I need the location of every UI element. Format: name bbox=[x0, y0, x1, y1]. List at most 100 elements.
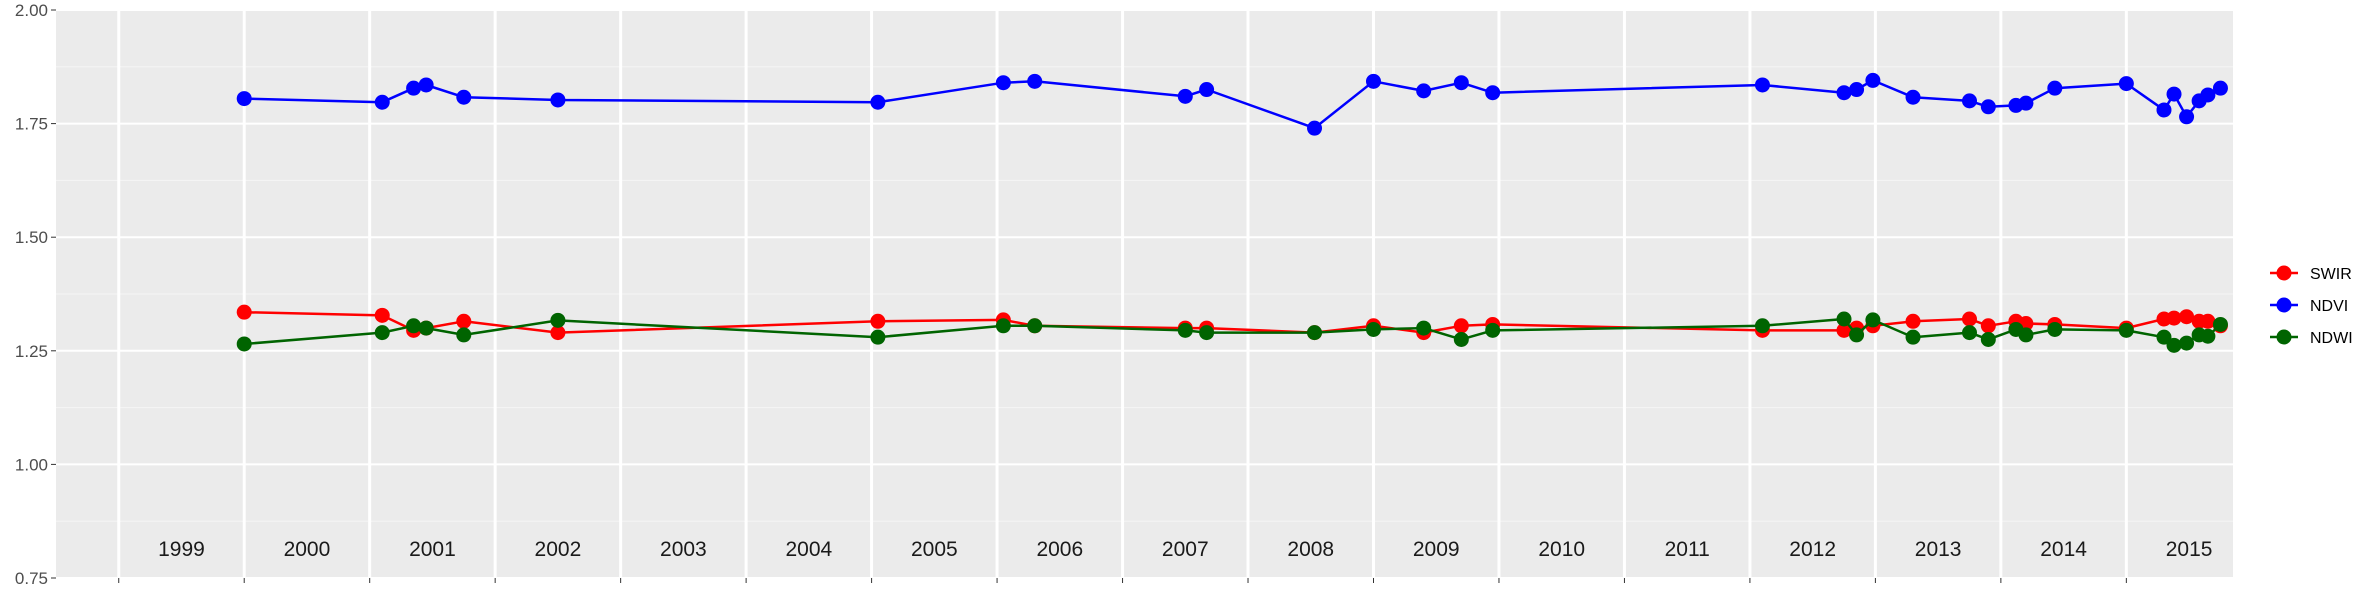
data-point-ndwi bbox=[550, 312, 566, 328]
data-point-ndvi bbox=[236, 91, 252, 107]
legend-label: NDVI bbox=[2310, 298, 2348, 315]
legend-item-ndvi: NDVI bbox=[2270, 297, 2348, 315]
series-layer bbox=[236, 72, 2228, 353]
year-label: 2012 bbox=[1789, 538, 1836, 561]
data-point-ndvi bbox=[418, 77, 434, 93]
data-point-ndvi bbox=[1416, 83, 1432, 99]
y-tick-label: 1.50 bbox=[15, 228, 48, 247]
data-point-swir bbox=[550, 325, 566, 341]
data-point-ndwi bbox=[2156, 329, 2172, 345]
data-point-ndwi bbox=[1849, 327, 1865, 343]
data-point-ndwi bbox=[1177, 322, 1193, 338]
data-point-ndwi bbox=[1027, 318, 1043, 334]
data-point-swir bbox=[1453, 318, 1469, 334]
grid-lines bbox=[56, 9, 2233, 579]
year-label: 2001 bbox=[409, 538, 456, 561]
data-point-ndvi bbox=[1485, 85, 1501, 101]
data-point-ndvi bbox=[2166, 86, 2182, 102]
data-point-ndvi bbox=[2047, 80, 2063, 96]
legend-item-swir: SWIR bbox=[2270, 265, 2352, 283]
data-point-ndwi bbox=[2179, 335, 2195, 351]
data-point-ndwi bbox=[995, 318, 1011, 334]
year-labels: 1999 2000 2001 2002 2003 2004 2005 2006 2007 2008… bbox=[158, 538, 2212, 561]
year-label: 2015 bbox=[2166, 538, 2213, 561]
data-point-ndwi bbox=[2018, 327, 2034, 343]
year-label: 1999 bbox=[158, 538, 205, 561]
data-point-ndvi bbox=[1027, 73, 1043, 89]
data-point-ndwi bbox=[1865, 312, 1881, 328]
year-label: 2005 bbox=[911, 538, 958, 561]
data-point-ndvi bbox=[1905, 89, 1921, 105]
data-point-ndwi bbox=[2047, 321, 2063, 337]
data-point-ndvi bbox=[1865, 72, 1881, 88]
data-point-ndwi bbox=[1199, 325, 1215, 341]
data-point-ndwi bbox=[1836, 311, 1852, 327]
data-point-swir bbox=[870, 313, 886, 329]
data-point-ndvi bbox=[550, 92, 566, 108]
y-tick-label: 2.00 bbox=[15, 1, 48, 20]
data-point-ndvi bbox=[406, 80, 422, 96]
data-point-ndwi bbox=[406, 318, 422, 334]
year-label: 2000 bbox=[284, 538, 331, 561]
legend-label: NDWI bbox=[2310, 330, 2353, 347]
legend-key-point bbox=[2276, 265, 2292, 281]
data-point-ndvi bbox=[2200, 87, 2216, 103]
data-point-ndwi bbox=[1905, 329, 1921, 345]
year-label: 2006 bbox=[1036, 538, 1083, 561]
legend-item-ndwi: NDWI bbox=[2270, 329, 2353, 347]
data-point-ndvi bbox=[870, 94, 886, 110]
data-point-ndwi bbox=[2118, 322, 2134, 338]
data-point-ndwi bbox=[418, 320, 434, 336]
data-point-swir bbox=[2179, 309, 2195, 325]
axes: 0.75 1.00 1.25 1.50 1.75 2.00 bbox=[15, 1, 2127, 588]
data-point-swir bbox=[1962, 311, 1978, 327]
data-point-ndvi bbox=[2018, 95, 2034, 111]
y-tick-label: 0.75 bbox=[15, 569, 48, 588]
data-point-ndwi bbox=[870, 329, 886, 345]
year-label: 2014 bbox=[2040, 538, 2087, 561]
data-point-ndwi bbox=[2166, 337, 2182, 353]
data-point-ndvi bbox=[995, 75, 1011, 91]
data-point-ndvi bbox=[1962, 93, 1978, 109]
data-point-ndvi bbox=[1177, 88, 1193, 104]
data-point-swir bbox=[1905, 313, 1921, 329]
data-point-ndvi bbox=[1980, 99, 1996, 115]
data-point-ndvi bbox=[1754, 77, 1770, 93]
data-point-ndvi bbox=[1199, 82, 1215, 98]
data-point-ndvi bbox=[1849, 82, 1865, 98]
data-point-ndvi bbox=[456, 89, 472, 105]
legend-key-point bbox=[2276, 329, 2292, 345]
data-point-ndwi bbox=[1485, 322, 1501, 338]
year-label: 2007 bbox=[1162, 538, 1209, 561]
data-point-ndwi bbox=[456, 327, 472, 343]
data-point-swir bbox=[2200, 313, 2216, 329]
data-point-swir bbox=[1980, 318, 1996, 334]
data-point-ndwi bbox=[1307, 325, 1323, 341]
data-point-ndvi bbox=[2118, 76, 2134, 92]
year-label: 2002 bbox=[535, 538, 582, 561]
data-point-ndwi bbox=[1453, 331, 1469, 347]
data-point-ndwi bbox=[1980, 331, 1996, 347]
data-point-ndwi bbox=[1754, 318, 1770, 334]
year-label: 2009 bbox=[1413, 538, 1460, 561]
year-label: 2008 bbox=[1287, 538, 1334, 561]
year-label: 2003 bbox=[660, 538, 707, 561]
legend: SWIR NDVI NDWI bbox=[2270, 265, 2353, 347]
year-label: 2010 bbox=[1538, 538, 1585, 561]
data-point-swir bbox=[374, 307, 390, 323]
series-ndvi bbox=[236, 72, 2228, 136]
data-point-swir bbox=[236, 304, 252, 320]
data-point-ndwi bbox=[2200, 328, 2216, 344]
year-label: 2013 bbox=[1915, 538, 1962, 561]
legend-key-point bbox=[2276, 297, 2292, 313]
y-tick-label: 1.75 bbox=[15, 115, 48, 134]
data-point-ndwi bbox=[374, 325, 390, 341]
data-point-swir bbox=[2166, 310, 2182, 326]
data-point-ndvi bbox=[1307, 120, 1323, 136]
data-point-ndwi bbox=[1416, 320, 1432, 336]
data-point-ndvi bbox=[1365, 73, 1381, 89]
data-point-ndvi bbox=[1453, 75, 1469, 91]
data-point-ndvi bbox=[1836, 85, 1852, 101]
data-point-ndvi bbox=[2179, 109, 2195, 125]
